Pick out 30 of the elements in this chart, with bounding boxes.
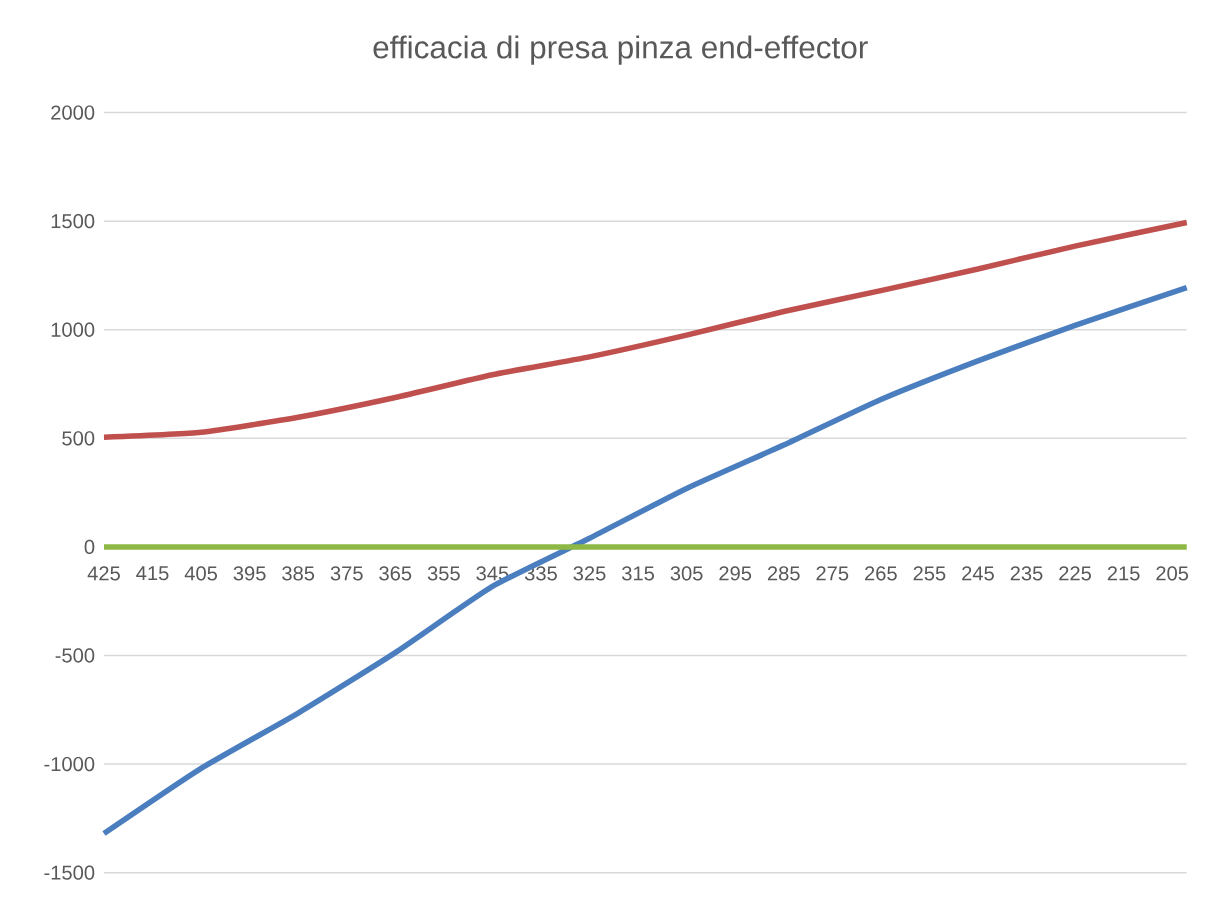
y-tick-label: -500 [55, 648, 95, 663]
x-tick-label: 315 [621, 566, 655, 581]
x-tick-label: 365 [379, 566, 412, 581]
x-tick-label: 295 [719, 566, 752, 581]
x-tick-label: 415 [136, 566, 169, 581]
x-tick-label: 325 [573, 566, 606, 581]
x-tick-label: 245 [962, 566, 994, 581]
x-tick-label: 405 [184, 566, 218, 581]
x-tick-label: 285 [767, 566, 800, 581]
x-tick-label: 425 [87, 566, 120, 581]
x-tick-label: 205 [1156, 566, 1189, 581]
y-tick-label: 0 [84, 539, 95, 555]
x-tick-label: 355 [427, 566, 460, 581]
x-tick-label: 395 [233, 566, 266, 581]
chart-title: efficacia di presa pinza end-effector [373, 35, 868, 65]
x-tick-label: 235 [1010, 566, 1043, 581]
x-tick-label: 375 [330, 566, 363, 581]
x-tick-label: 275 [816, 566, 849, 581]
x-tick-label: 255 [913, 566, 946, 581]
y-tick-label: 500 [62, 431, 95, 446]
x-tick-label: 385 [282, 566, 315, 581]
y-tick-label: -1000 [44, 757, 95, 772]
x-tick-label: 265 [865, 566, 897, 581]
x-tick-label: 215 [1107, 566, 1140, 581]
x-tick-label: 305 [670, 566, 703, 581]
y-tick-label: 1000 [51, 322, 95, 337]
y-tick-label: -1500 [44, 865, 95, 880]
y-tick-label: 2000 [51, 105, 95, 120]
y-tick-label: 1500 [51, 214, 95, 229]
x-tick-label: 225 [1059, 566, 1092, 581]
